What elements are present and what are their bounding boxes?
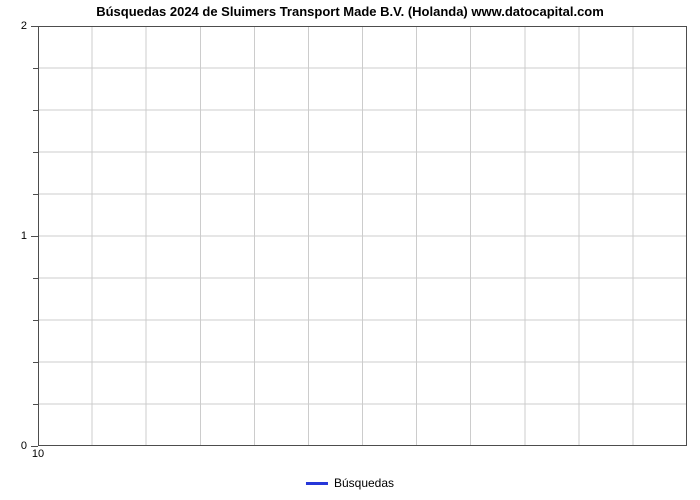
y-tick-label: 0: [0, 440, 27, 452]
y-tick-mark: [33, 404, 38, 405]
plot-grid: [38, 26, 687, 446]
legend-swatch: [306, 482, 328, 485]
legend: Búsquedas: [306, 476, 394, 490]
y-tick-mark: [31, 446, 38, 447]
y-tick-mark: [33, 320, 38, 321]
chart-title: Búsquedas 2024 de Sluimers Transport Mad…: [0, 4, 700, 19]
y-tick-mark: [33, 152, 38, 153]
chart-container: Búsquedas 2024 de Sluimers Transport Mad…: [0, 0, 700, 500]
x-tick-label: 10: [32, 448, 44, 460]
y-tick-label: 2: [0, 20, 27, 32]
y-tick-label: 1: [0, 230, 27, 242]
y-tick-mark: [31, 236, 38, 237]
y-tick-mark: [33, 362, 38, 363]
legend-label: Búsquedas: [334, 476, 394, 490]
plot-area: [38, 26, 687, 446]
y-tick-mark: [33, 110, 38, 111]
y-tick-mark: [33, 68, 38, 69]
y-tick-mark: [33, 278, 38, 279]
y-tick-mark: [31, 26, 38, 27]
y-tick-mark: [33, 194, 38, 195]
